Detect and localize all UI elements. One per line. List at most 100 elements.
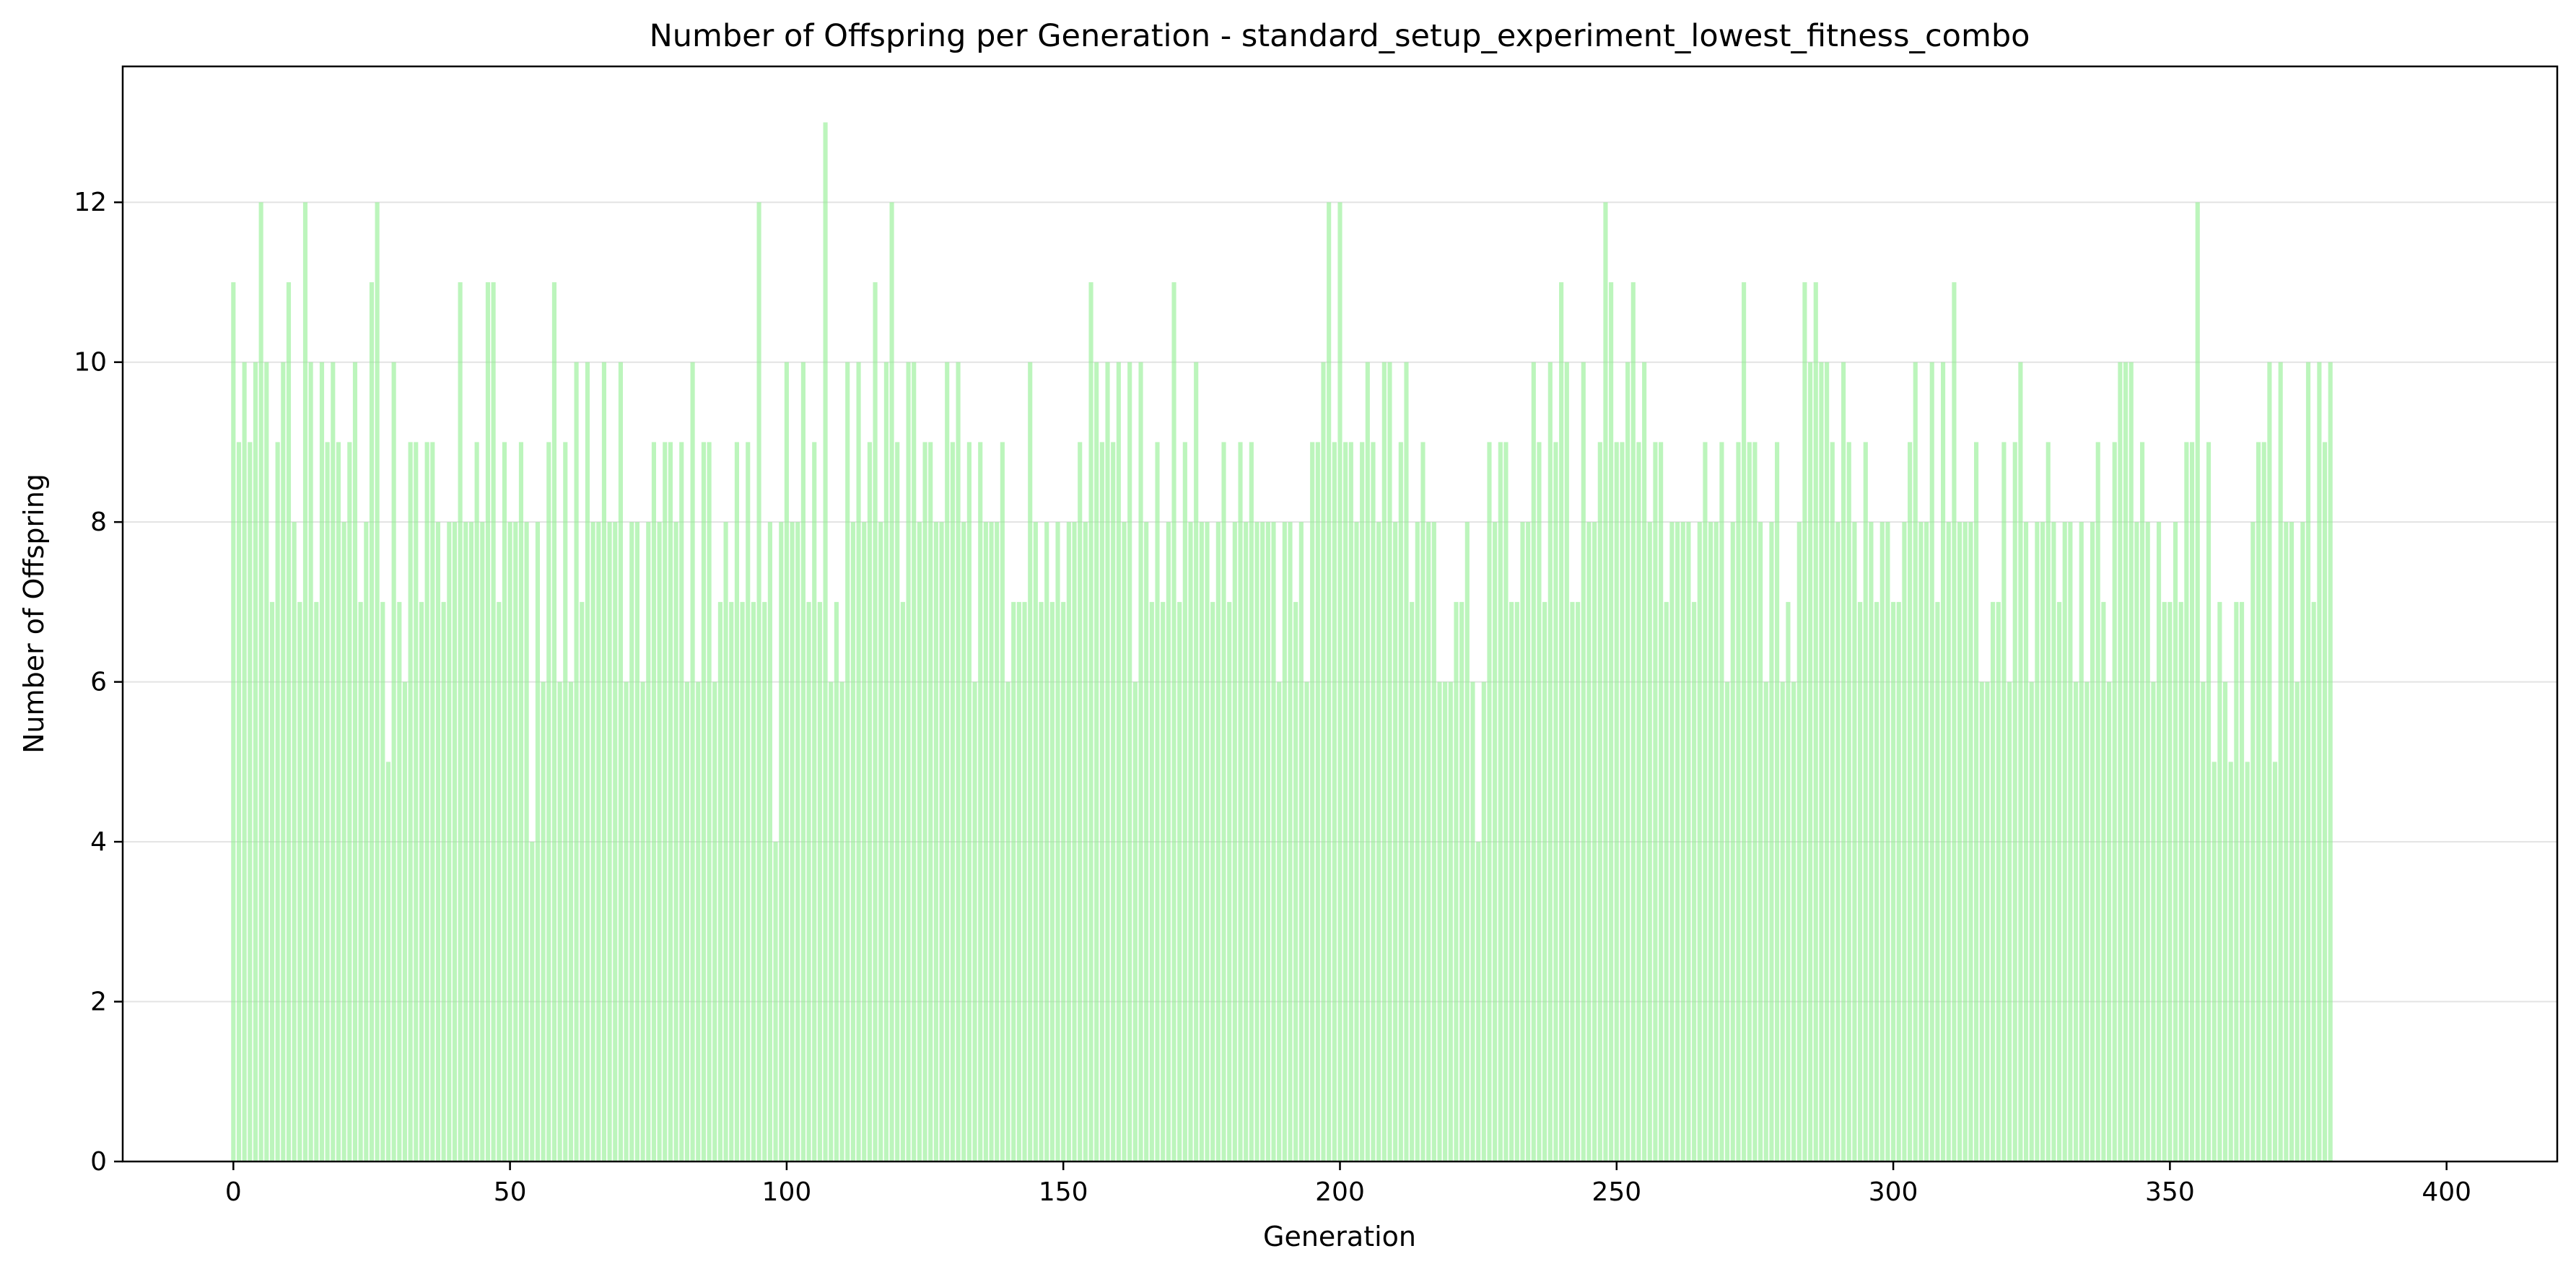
- bar: [2311, 601, 2316, 1161]
- bar-series: [231, 122, 2333, 1162]
- bar: [1713, 522, 1719, 1161]
- bar: [850, 522, 855, 1161]
- bar: [325, 442, 330, 1161]
- bar: [900, 601, 905, 1161]
- bar: [1614, 442, 1619, 1161]
- bar: [696, 681, 701, 1161]
- bar: [1493, 522, 1498, 1161]
- bar: [1116, 362, 1121, 1162]
- bar: [1703, 442, 1708, 1161]
- bar: [790, 522, 795, 1161]
- bar: [1968, 522, 1973, 1161]
- bar: [1581, 362, 1586, 1162]
- bar: [2173, 522, 2178, 1161]
- bar: [1653, 442, 1658, 1161]
- bar: [1730, 522, 1735, 1161]
- bar: [1011, 601, 1016, 1161]
- bar: [463, 522, 468, 1161]
- bar: [1918, 522, 1924, 1161]
- bar: [1327, 202, 1332, 1162]
- bar: [2029, 681, 2034, 1161]
- bar: [978, 442, 983, 1161]
- bar: [1205, 522, 1210, 1161]
- bar: [1365, 362, 1370, 1162]
- bar: [2234, 601, 2239, 1161]
- bar: [441, 601, 446, 1161]
- bar: [1404, 362, 1409, 1162]
- bar: [1105, 362, 1110, 1162]
- bar: [563, 442, 568, 1161]
- bar: [1520, 522, 1525, 1161]
- bar: [2222, 681, 2228, 1161]
- bar: [2295, 681, 2300, 1161]
- bar: [1232, 522, 1237, 1161]
- bar: [1481, 681, 1486, 1161]
- bar: [1863, 442, 1868, 1161]
- bar: [1791, 681, 1796, 1161]
- bar: [369, 282, 375, 1161]
- bar: [402, 681, 408, 1161]
- bar: [248, 442, 253, 1161]
- bar: [1553, 442, 1558, 1161]
- bar: [1293, 601, 1298, 1161]
- bar: [1858, 601, 1863, 1161]
- bar: [1066, 522, 1071, 1161]
- bar: [917, 522, 922, 1161]
- bar: [618, 362, 623, 1162]
- bar: [1022, 601, 1027, 1161]
- bar: [2045, 442, 2051, 1161]
- bar: [1055, 522, 1060, 1161]
- bar: [1924, 522, 1929, 1161]
- bar: [1343, 442, 1348, 1161]
- bar: [430, 442, 435, 1161]
- bar: [1277, 681, 1282, 1161]
- y-tick-label: 4: [90, 827, 107, 857]
- bar: [624, 681, 629, 1161]
- bar: [1354, 522, 1359, 1161]
- bar: [1547, 362, 1553, 1162]
- bar: [375, 202, 380, 1162]
- bar: [2101, 601, 2106, 1161]
- bar: [773, 842, 778, 1161]
- bar: [1885, 522, 1890, 1161]
- bar: [1083, 522, 1088, 1161]
- x-tick-label: 0: [225, 1177, 242, 1207]
- bar: [2261, 442, 2266, 1161]
- bar: [2145, 522, 2150, 1161]
- bar: [2079, 522, 2084, 1161]
- bar: [1398, 442, 1403, 1161]
- bar: [546, 442, 551, 1161]
- bar: [1603, 202, 1608, 1162]
- bar: [950, 442, 955, 1161]
- bar: [1514, 601, 1519, 1161]
- bar: [452, 522, 458, 1161]
- bar: [812, 442, 817, 1161]
- bar: [1747, 442, 1752, 1161]
- bar: [1913, 362, 1918, 1162]
- bar: [1531, 362, 1536, 1162]
- bar: [939, 522, 944, 1161]
- bar: [1509, 601, 1514, 1161]
- bar: [1503, 442, 1509, 1161]
- bar: [242, 362, 247, 1162]
- bar: [1149, 601, 1154, 1161]
- bar: [2278, 362, 2283, 1162]
- bar: [983, 522, 988, 1161]
- bar: [2250, 522, 2256, 1161]
- bar: [1941, 362, 1946, 1162]
- bar: [2184, 442, 2189, 1161]
- bar: [1254, 522, 1259, 1161]
- bar: [1381, 362, 1387, 1162]
- bar: [535, 522, 541, 1161]
- bar: [2322, 442, 2328, 1161]
- bar: [1526, 522, 1531, 1161]
- bar: [1763, 681, 1768, 1161]
- bar: [1769, 522, 1774, 1161]
- bar: [2068, 522, 2073, 1161]
- bar: [2095, 442, 2100, 1161]
- bar: [2217, 601, 2222, 1161]
- bar: [264, 362, 269, 1162]
- bar: [2317, 362, 2322, 1162]
- bar: [2162, 601, 2167, 1161]
- bar: [2057, 601, 2062, 1161]
